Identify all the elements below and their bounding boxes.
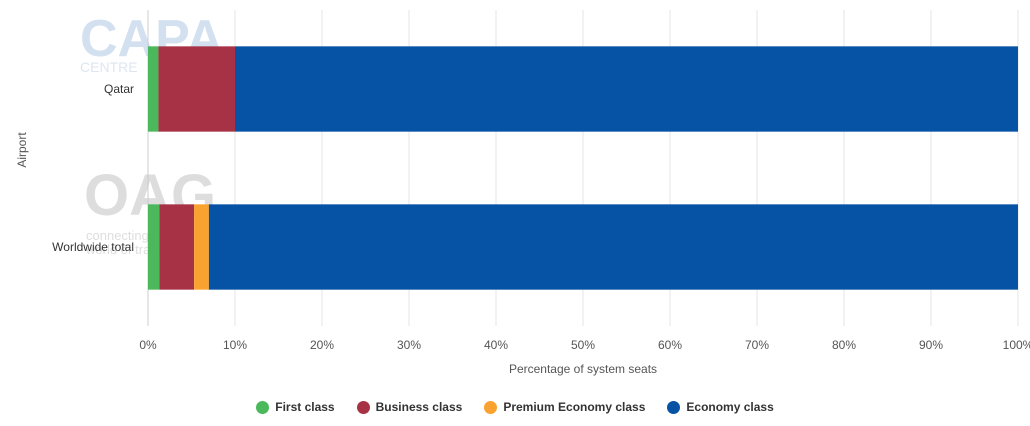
bars bbox=[148, 46, 1018, 290]
svg-text:CENTRE: CENTRE bbox=[80, 59, 138, 75]
legend-item-first-class[interactable]: First class bbox=[256, 400, 335, 414]
x-tick-label: 60% bbox=[658, 338, 682, 352]
bar-worldwide-total-business-class[interactable] bbox=[159, 204, 195, 290]
bar-worldwide-total-premium-economy-class[interactable] bbox=[194, 204, 209, 290]
x-tick-label: 50% bbox=[571, 338, 595, 352]
legend-item-economy-class[interactable]: Economy class bbox=[667, 400, 774, 414]
x-axis-title: Percentage of system seats bbox=[509, 362, 657, 376]
x-tick-label: 30% bbox=[397, 338, 421, 352]
x-tick-label: 40% bbox=[484, 338, 508, 352]
legend-label: Business class bbox=[375, 400, 463, 414]
svg-text:world of travel: world of travel bbox=[85, 242, 167, 257]
legend-marker bbox=[667, 400, 681, 414]
legend-marker bbox=[256, 400, 270, 414]
legend-label: Economy class bbox=[686, 400, 774, 414]
x-tick-label: 20% bbox=[310, 338, 334, 352]
legend-item-business-class[interactable]: Business class bbox=[356, 400, 463, 414]
x-tick-label: 90% bbox=[919, 338, 943, 352]
legend: First class Business class Premium Economy… bbox=[0, 397, 1030, 417]
y-axis-title: Airport bbox=[15, 132, 29, 168]
category-label: Worldwide total bbox=[52, 240, 134, 254]
legend-marker bbox=[356, 400, 370, 414]
x-tick-label: 0% bbox=[139, 338, 157, 352]
x-tick-label: 70% bbox=[745, 338, 769, 352]
legend-label: First class bbox=[275, 400, 335, 414]
bar-qatar-business-class[interactable] bbox=[158, 46, 235, 132]
bar-worldwide-total-first-class[interactable] bbox=[148, 204, 160, 290]
x-tick-labels: 0% 10% 20% 30% 40% 50% 60% 70% 80% 90% 100% bbox=[139, 338, 1030, 352]
x-tick-label: 100% bbox=[1003, 338, 1030, 352]
bar-qatar-economy-class[interactable] bbox=[235, 46, 1018, 132]
bar-qatar-first-class[interactable] bbox=[148, 46, 159, 132]
legend-label: Premium Economy class bbox=[503, 400, 646, 414]
legend-item-premium-economy-class[interactable]: Premium Economy class bbox=[484, 400, 645, 414]
category-label: Qatar bbox=[104, 82, 134, 96]
x-tick-label: 80% bbox=[832, 338, 856, 352]
category-labels: Qatar Worldwide total bbox=[52, 82, 134, 254]
legend-marker bbox=[484, 400, 498, 414]
bar-worldwide-total-economy-class[interactable] bbox=[208, 204, 1018, 290]
x-tick-label: 10% bbox=[223, 338, 247, 352]
